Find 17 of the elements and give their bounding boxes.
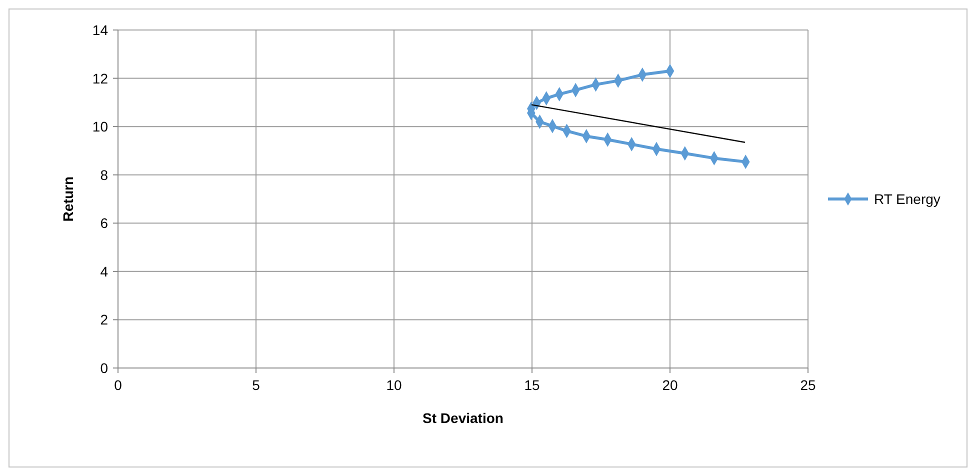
- y-tick-label: 14: [92, 22, 108, 38]
- x-tick-label: 25: [800, 377, 816, 393]
- legend-label: RT Energy: [874, 191, 940, 207]
- x-tick-label: 10: [386, 377, 402, 393]
- y-axis-title: Return: [60, 176, 76, 222]
- y-tick-label: 0: [100, 360, 108, 376]
- y-tick-label: 12: [92, 70, 108, 86]
- x-tick-label: 5: [252, 377, 260, 393]
- y-tick-label: 6: [100, 215, 108, 232]
- y-tick-label: 2: [100, 312, 108, 328]
- y-tick-label: 8: [100, 166, 108, 183]
- y-tick-label: 4: [100, 263, 108, 280]
- x-tick-label: 0: [114, 377, 122, 393]
- x-tick-label: 20: [662, 377, 678, 393]
- x-tick-label: 15: [524, 377, 540, 393]
- y-tick-label: 10: [92, 118, 108, 135]
- x-axis-title: St Deviation: [422, 410, 504, 426]
